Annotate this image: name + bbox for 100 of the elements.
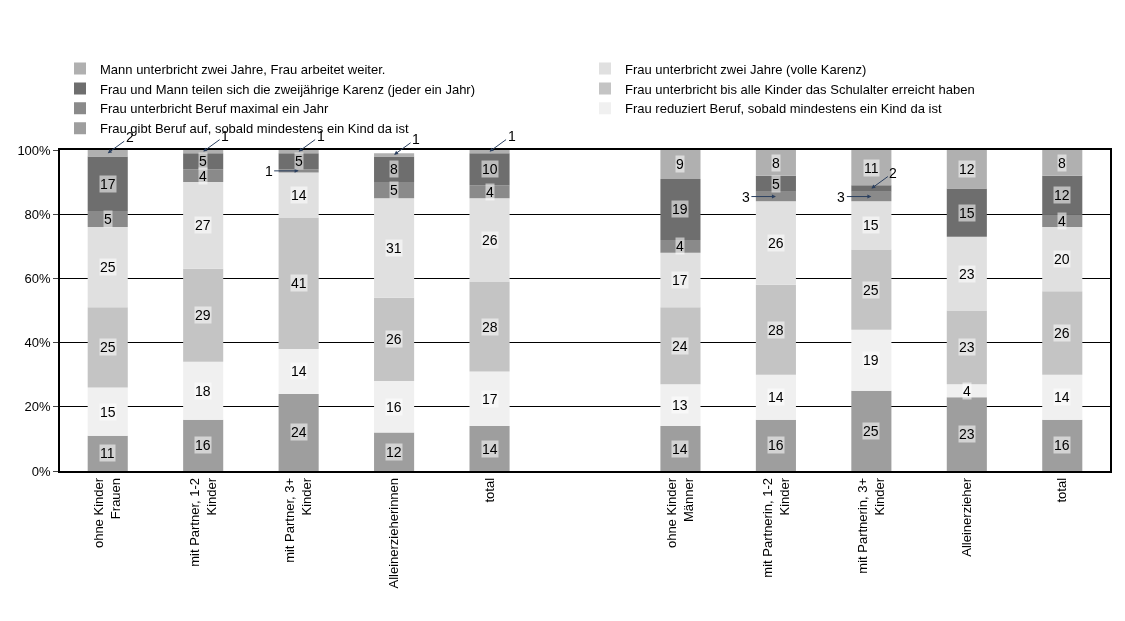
bar	[278, 172, 319, 218]
data-label: 11	[100, 445, 115, 461]
data-label: 12	[959, 161, 975, 177]
bar	[469, 198, 510, 282]
bar	[851, 249, 892, 330]
data-label: 5	[295, 153, 303, 169]
y-tick-label: 80%	[24, 206, 52, 222]
bar	[87, 387, 128, 436]
data-label: 5	[772, 176, 780, 192]
data-label: 3	[742, 189, 750, 205]
data-label: 2	[889, 165, 897, 181]
bar	[183, 361, 224, 420]
bar	[946, 188, 987, 237]
bar	[183, 182, 224, 269]
data-label: 14	[672, 441, 688, 457]
data-label: 25	[863, 282, 879, 298]
bar	[87, 210, 128, 228]
bar	[374, 198, 415, 298]
data-label: 26	[482, 232, 498, 248]
bar	[278, 349, 319, 394]
bar	[374, 432, 415, 471]
data-label: 27	[195, 217, 211, 233]
data-label: 4	[963, 383, 971, 399]
bar	[374, 156, 415, 183]
bar	[755, 175, 796, 192]
data-label: 8	[1058, 155, 1066, 171]
data-label: 14	[768, 389, 784, 405]
legend-label: Frau unterbricht Beruf maximal ein Jahr	[100, 101, 329, 117]
data-label: 14	[291, 187, 307, 203]
bar	[1042, 150, 1083, 176]
data-label: 16	[1054, 437, 1070, 453]
data-label: 4	[199, 168, 207, 184]
x-tick-label: total	[481, 477, 497, 503]
data-label: 1	[508, 128, 516, 144]
x-tick-label: ohne Kinder Frauen	[91, 477, 124, 549]
x-tick-label: mit Partnerin, 1-2 Kinder	[759, 477, 792, 578]
bar	[755, 150, 796, 176]
data-label: 4	[676, 238, 684, 254]
data-label: 1	[265, 163, 273, 179]
bar	[1042, 291, 1083, 375]
bar	[87, 227, 128, 308]
y-tick-label: 0%	[31, 463, 52, 479]
data-label: 14	[482, 441, 498, 457]
data-label: 29	[195, 307, 211, 323]
bar	[1042, 374, 1083, 420]
bar	[183, 419, 224, 471]
data-label: 26	[386, 331, 402, 347]
bar	[851, 201, 892, 250]
y-tick-label: 20%	[24, 399, 52, 415]
x-tick-label: ohne Kinder Männer	[664, 477, 697, 549]
bar	[851, 329, 892, 391]
data-label: 8	[772, 155, 780, 171]
bar	[87, 307, 128, 388]
bar	[278, 393, 319, 471]
x-tick-label: Alleinerzieherinnen	[386, 477, 402, 589]
bar	[87, 435, 128, 471]
legend-label: Frau unterbricht zwei Jahre (volle Karenz)	[625, 61, 867, 77]
data-label: 25	[100, 339, 116, 355]
bar	[755, 191, 796, 202]
bar	[946, 384, 987, 398]
data-label: 12	[1054, 187, 1070, 203]
data-label: 17	[482, 391, 498, 407]
data-label: 28	[482, 319, 498, 335]
bar	[87, 156, 128, 211]
bar	[1042, 227, 1083, 292]
data-label: 3	[837, 189, 845, 205]
bar	[851, 390, 892, 471]
data-label: 24	[291, 424, 307, 440]
bar	[469, 281, 510, 372]
data-label: 12	[386, 444, 402, 460]
legend-label: Frau und Mann teilen sich die zweijährige Karenz (jeder ein Jahr)	[100, 81, 476, 97]
data-label: 28	[768, 322, 784, 338]
data-label: 13	[672, 397, 688, 413]
bar	[660, 252, 701, 308]
bar	[183, 268, 224, 362]
bar	[374, 297, 415, 382]
bar	[1042, 419, 1083, 471]
data-label: 5	[104, 211, 112, 227]
bar	[660, 426, 701, 471]
data-label: 17	[100, 176, 116, 192]
data-label: 18	[195, 383, 211, 399]
data-label: 23	[959, 266, 975, 282]
bar	[660, 150, 701, 179]
data-label: 15	[100, 404, 116, 420]
data-label: 31	[386, 240, 402, 256]
bar	[755, 419, 796, 471]
data-label: 23	[959, 339, 975, 355]
data-label: 8	[390, 161, 398, 177]
legend-label: Mann unterbricht zwei Jahre, Frau arbeitet weiter.	[100, 61, 386, 77]
bar	[469, 371, 510, 427]
x-tick-label: mit Partner, 1-2 Kinder	[186, 477, 219, 567]
bar	[469, 185, 510, 199]
data-label: 14	[1054, 389, 1070, 405]
bar	[374, 182, 415, 199]
data-label: 4	[486, 184, 494, 200]
data-label: 16	[386, 399, 402, 415]
data-label: 9	[676, 156, 684, 172]
data-label: 25	[863, 423, 879, 439]
data-label: 5	[390, 182, 398, 198]
data-label: 1	[412, 131, 420, 147]
